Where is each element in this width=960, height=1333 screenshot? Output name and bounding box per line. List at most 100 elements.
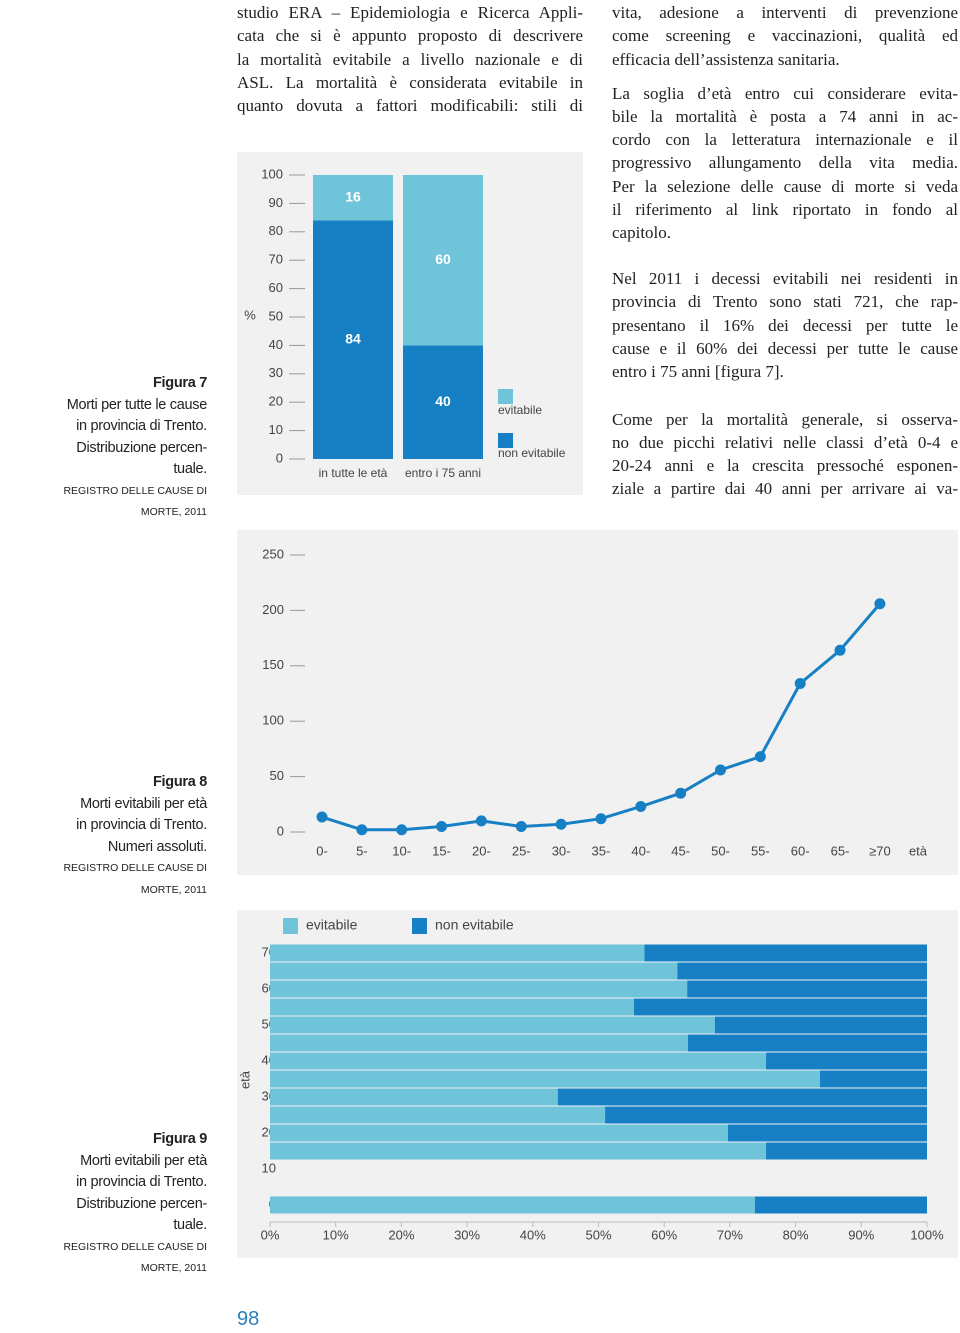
bar-segment — [403, 175, 483, 346]
page-number: 98 — [237, 1308, 260, 1330]
legend-swatch — [498, 433, 513, 448]
bar-segment — [633, 998, 927, 1016]
caption-line: Distribuzione percen- — [76, 1195, 207, 1212]
text-line: progressivo allungamento della vita medi… — [612, 153, 958, 173]
x-tick-label: 35- — [592, 843, 611, 858]
legend-swatch — [283, 918, 298, 934]
y-tick-label: 0 — [276, 450, 283, 465]
data-label: 16 — [345, 188, 361, 204]
x-tick-label: entro i 75 anni — [405, 466, 481, 480]
x-tick-label: 60% — [651, 1227, 677, 1242]
bar-segment — [270, 1016, 715, 1034]
y-tick-label: 10 — [269, 422, 283, 437]
text-line: il riferimento al link riportato in fond… — [612, 199, 958, 219]
point — [515, 820, 527, 832]
bar-segment — [270, 998, 634, 1016]
point — [754, 751, 766, 763]
data-label: 84 — [345, 330, 361, 346]
x-axis-label: età — [909, 843, 928, 858]
x-tick-label: 90% — [848, 1227, 874, 1242]
y-tick-label: 90 — [269, 195, 283, 210]
bar-segment — [687, 1034, 927, 1052]
x-tick-label: 80% — [783, 1227, 809, 1242]
x-tick-label: 20- — [472, 843, 491, 858]
bar-segment — [313, 175, 393, 221]
data-label: 40 — [435, 393, 451, 409]
caption-label: Figura 9 — [153, 1131, 207, 1147]
x-tick-label: 65- — [831, 843, 850, 858]
x-tick-label: 55- — [751, 843, 770, 858]
point — [675, 787, 687, 799]
legend-label: non evitabile — [435, 917, 514, 933]
y-tick-label: 20 — [269, 394, 283, 409]
figure-caption: Figura 9 Morti evitabili per età in provin… — [20, 1129, 207, 1280]
caption-line: Morti evitabili per età — [80, 795, 207, 812]
text-line: come screening e vaccinazioni, qualità e… — [612, 26, 958, 46]
bar-segment — [754, 1196, 927, 1214]
text-line: 20-24 anni e la crescita pressoché espon… — [612, 456, 958, 476]
legend-label: evitabile — [498, 403, 542, 417]
y-tick-label: 60 — [269, 280, 283, 295]
left-text: studio ERA – Epidemiologia e Ricerca App… — [237, 1, 583, 117]
point — [436, 820, 448, 832]
figure-caption: Figura 8 Morti evitabili per età in provin… — [20, 772, 207, 901]
caption-source: REGISTRO DELLE CAUSE DI MORTE, 2011 — [63, 484, 207, 519]
bar-segment — [557, 1088, 927, 1106]
figure-caption: Figura 7 Morti per tutte le cause in provi… — [20, 373, 207, 524]
y-tick-label: 70 — [269, 252, 283, 267]
x-tick-label: ≥70 — [869, 843, 891, 858]
text-line: vita, adesione a interventi di prevenzio… — [612, 3, 958, 22]
caption-line: in provincia di Trento. — [76, 1174, 207, 1190]
bar-segment — [270, 1142, 767, 1160]
text-line: ziale a partire dai 40 anni per arrivare… — [612, 479, 958, 499]
x-tick-label: in tutte le età — [319, 466, 388, 480]
caption-label: Figura 7 — [153, 375, 207, 391]
bar-segment — [819, 1070, 927, 1088]
point — [316, 811, 328, 823]
x-tick-label: 40- — [631, 843, 650, 858]
y-tick-label: 40 — [269, 337, 283, 352]
text-line: cordo con la letteratura internazionale … — [612, 130, 958, 150]
caption-line: Numeri assoluti. — [107, 838, 207, 855]
legend-swatch — [412, 918, 427, 934]
point — [794, 678, 806, 690]
point — [834, 644, 846, 656]
bar-segment — [270, 1088, 558, 1106]
caption-line: in provincia di Trento. — [76, 418, 207, 434]
x-tick-label: 0% — [261, 1227, 280, 1242]
x-tick-label: 30% — [454, 1227, 480, 1242]
y-tick-label: 100 — [261, 166, 283, 181]
caption-source: REGISTRO DELLE CAUSE DI MORTE, 2011 — [63, 862, 207, 896]
x-tick-label: 10% — [323, 1227, 349, 1242]
y-tick-label: 100 — [262, 713, 284, 728]
paragraph: Come per la mortalità generale, si osser… — [612, 408, 958, 501]
text-line: la mortalità evitabile a livello naziona… — [237, 49, 583, 69]
caption-line: Distribuzione percen- — [76, 439, 207, 456]
x-tick-label: 50- — [711, 843, 730, 858]
text-line: Come per la mortalità generale, si osser… — [612, 409, 958, 429]
caption-line: tuale. — [173, 1217, 207, 1233]
x-tick-label: 50% — [585, 1227, 611, 1242]
y-axis-label: età — [237, 1070, 252, 1089]
text-line: presentano il 16% dei decessi per tutte … — [612, 315, 958, 335]
point — [635, 801, 647, 813]
bar-segment — [270, 1034, 688, 1052]
bar-segment — [727, 1124, 927, 1142]
x-tick-label: 25- — [512, 843, 531, 858]
text-line: cause e il 60% dei decessi per tutte le … — [612, 338, 958, 358]
bar-segment — [270, 1070, 820, 1088]
point — [555, 818, 567, 830]
bar-segment — [687, 980, 927, 998]
x-tick-label: 70% — [717, 1227, 743, 1242]
point — [356, 824, 368, 836]
bar-segment — [766, 1052, 927, 1070]
legend-label: non evitabile — [498, 446, 566, 460]
text-line: quanto dovuta a fattori modificabili: st… — [237, 96, 583, 116]
data-label: 60 — [435, 251, 451, 267]
text-line: studio ERA – Epidemiologia e Ricerca App… — [237, 3, 583, 22]
y-tick-label: 200 — [262, 602, 284, 617]
text-line: capitolo. — [612, 223, 672, 243]
x-tick-label: 10- — [392, 843, 411, 858]
